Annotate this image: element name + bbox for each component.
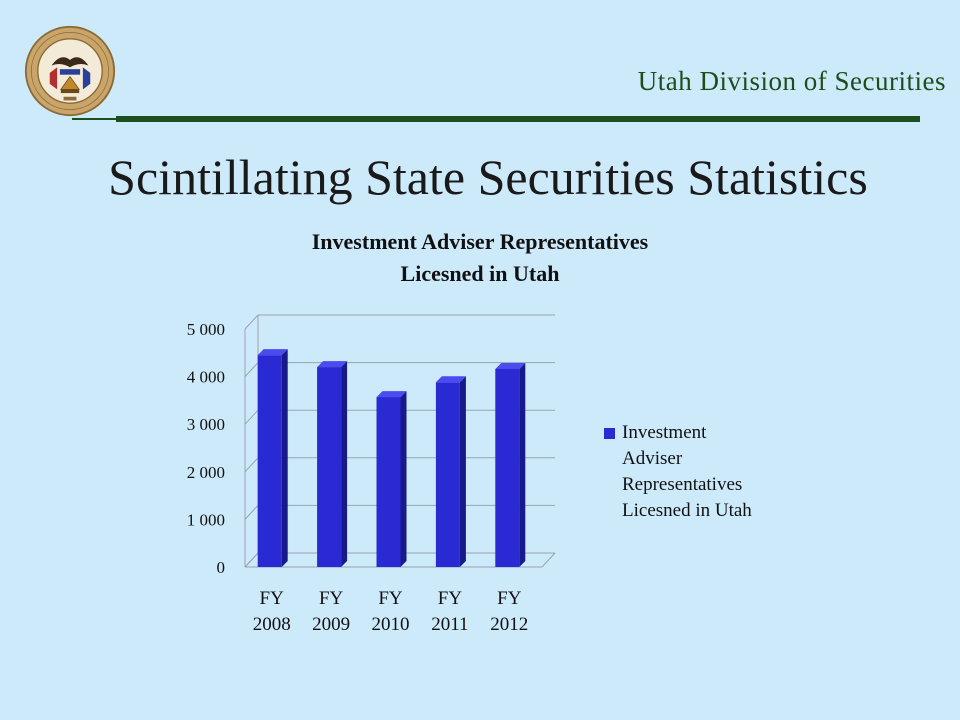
bar-side bbox=[400, 391, 407, 567]
y-tick-label: 4 000 bbox=[187, 368, 225, 387]
legend-label-line-2: Adviser bbox=[622, 448, 683, 469]
gridline-wall bbox=[244, 409, 259, 425]
bar bbox=[317, 367, 342, 567]
x-tick-label: 2008 bbox=[253, 614, 291, 635]
x-tick-label: FY bbox=[319, 588, 344, 609]
gridline-wall bbox=[244, 362, 259, 377]
chart-title: Investment Adviser Representatives Lices… bbox=[200, 226, 760, 290]
bar bbox=[257, 355, 282, 567]
x-tick-label: 2011 bbox=[431, 614, 468, 635]
x-axis-labels: FY 2008 FY 2009 FY 2010 FY 2011 FY 2012 bbox=[253, 588, 529, 635]
y-tick-label: 3 000 bbox=[187, 415, 225, 434]
chart-legend: Investment Adviser Representatives Lices… bbox=[604, 420, 804, 524]
chart-title-line-1: Investment Adviser Representatives bbox=[311, 229, 649, 254]
bar-top bbox=[317, 361, 348, 368]
legend-label-line-3: Representatives bbox=[622, 474, 743, 495]
y-axis-ticks: 0 1 000 2 000 3 000 4 000 5 000 bbox=[187, 320, 225, 577]
bar bbox=[495, 368, 520, 567]
bar bbox=[376, 397, 401, 567]
legend-label-line-4: Licesned in Utah bbox=[622, 500, 752, 521]
bar-top bbox=[376, 391, 407, 398]
legend-label: Investment Adviser Representatives Lices… bbox=[622, 420, 792, 524]
floor-right-edge bbox=[541, 552, 556, 568]
bar-top bbox=[257, 349, 288, 356]
x-tick-label: 2012 bbox=[490, 614, 528, 635]
x-tick-label: FY bbox=[378, 588, 403, 609]
header-rule-thick bbox=[116, 116, 920, 122]
bar-top bbox=[495, 362, 526, 369]
y-tick-label: 2 000 bbox=[187, 463, 225, 482]
gridline-wall bbox=[244, 552, 259, 568]
x-tick-label: FY bbox=[260, 588, 285, 609]
chart-bars bbox=[257, 349, 526, 567]
x-tick-label: 2009 bbox=[312, 614, 350, 635]
x-tick-label: 2010 bbox=[372, 614, 410, 635]
chart-title-line-2: Licesned in Utah bbox=[400, 261, 560, 286]
slide-title: Scintillating State Securities Statistic… bbox=[108, 149, 868, 205]
bar-top bbox=[435, 376, 466, 383]
bar-side bbox=[519, 362, 526, 567]
gridline-wall bbox=[244, 505, 259, 520]
x-tick-label: FY bbox=[438, 588, 463, 609]
x-tick-label: FY bbox=[497, 588, 522, 609]
y-tick-label: 0 bbox=[217, 558, 226, 577]
state-seal-icon bbox=[24, 25, 116, 117]
organization-name: Utah Division of Securities bbox=[637, 66, 946, 96]
bar bbox=[435, 382, 460, 567]
bar-side bbox=[341, 361, 348, 567]
y-tick-label: 1 000 bbox=[187, 510, 225, 529]
gridline-wall bbox=[244, 314, 259, 330]
gridline-wall bbox=[244, 457, 259, 473]
legend-swatch bbox=[604, 428, 615, 439]
bar-side bbox=[459, 376, 466, 567]
bar-side bbox=[281, 349, 288, 567]
y-tick-label: 5 000 bbox=[187, 320, 225, 339]
legend-label-line-1: Investment bbox=[622, 422, 707, 443]
